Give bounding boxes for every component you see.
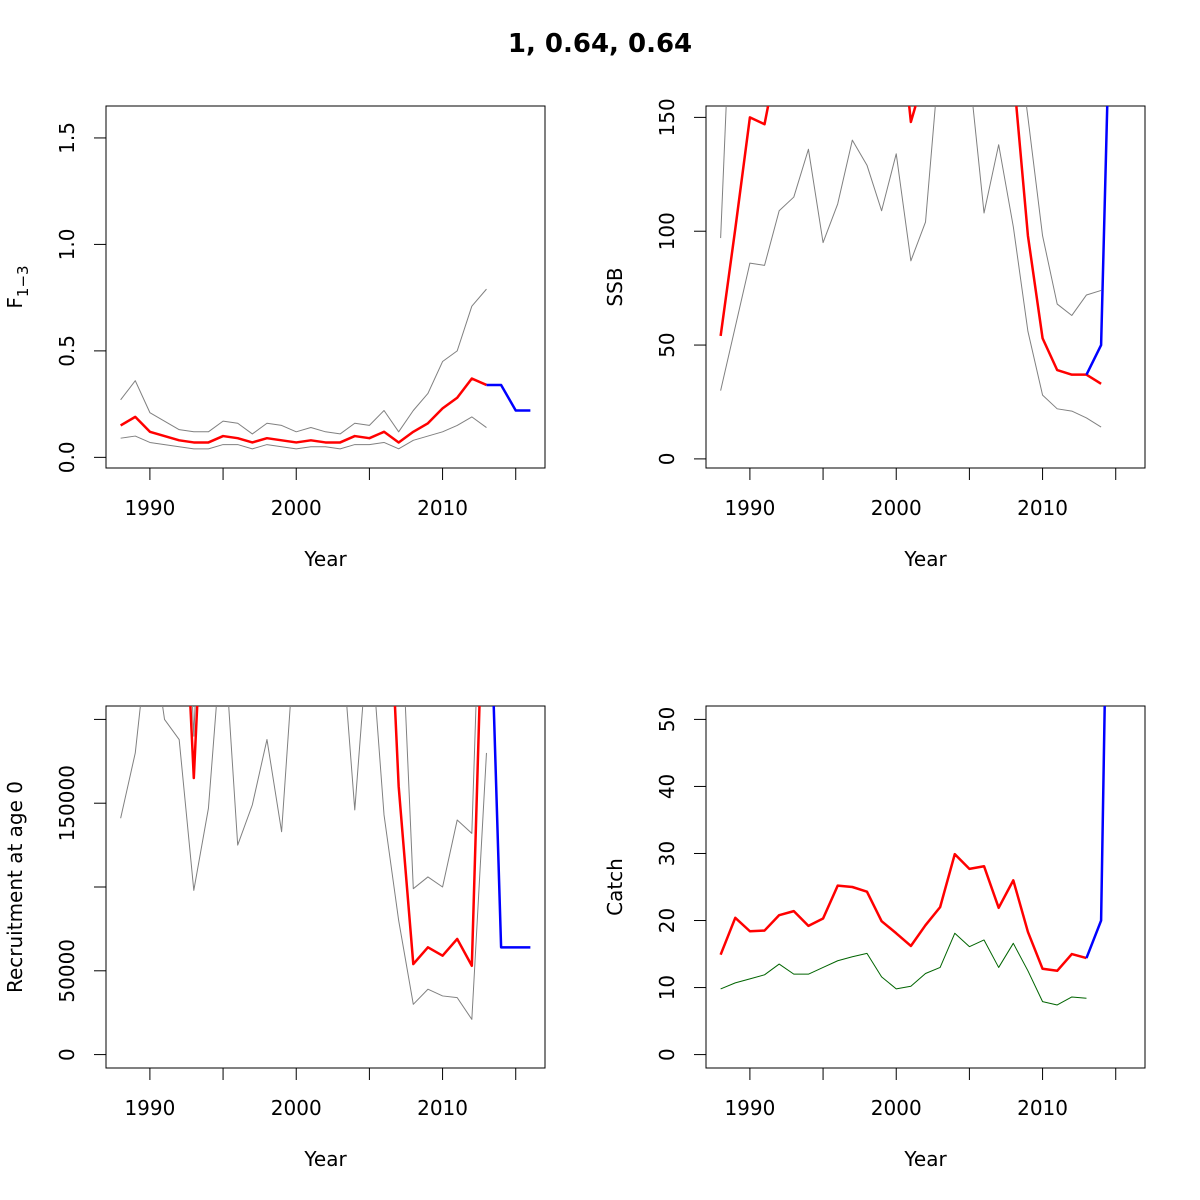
series-line-lower [120,706,487,1020]
x-axis: 1990 2000 2010 [124,1067,517,1120]
series-line-estimate [189,706,481,968]
y-tick-label: 0 [55,1048,79,1061]
y-tick-label: 30 [655,841,679,866]
x-tick-label: 1990 [124,496,175,520]
y-axis-title: Catch [603,858,627,916]
series-line-estimate [719,852,1087,973]
y-tick-label: 10 [655,975,679,1000]
series-line-lower [720,106,1102,428]
y-tick-label: 0 [655,1048,679,1061]
y-axis-title: Recruitment at age 0 [3,781,27,993]
series-group [719,706,1106,1006]
y-axis-title-subscript: 1−3 [14,265,32,297]
x-axis-title: Year [903,547,947,571]
series-line-projection [486,383,531,412]
y-tick-label: 0.5 [55,335,79,367]
y-tick-label: 0 [655,453,679,466]
x-tick-label: 1990 [724,1096,775,1120]
y-axis: 0 50 100 150 [655,98,707,466]
panel-catch: 1990 2000 2010 0 10 20 30 40 50 Year Catch [603,705,1146,1171]
series-line-projection [1085,106,1109,376]
y-tick-label: 50000 [55,939,79,1003]
y-tick-label: 40 [655,774,679,799]
x-tick-label: 1990 [124,1096,175,1120]
x-axis-title: Year [903,1147,947,1171]
plot-frame [705,705,1146,1069]
series-line-estimate [120,377,487,444]
x-tick-label: 2000 [871,496,922,520]
series-line-upper [720,106,1102,316]
y-tick-label: 150 [655,98,679,136]
series-line-lower [120,416,487,450]
x-tick-label: 2010 [417,1096,468,1120]
series-group [719,106,1109,428]
plot-frame [105,105,546,469]
series-line-projection [492,706,531,949]
series-group [120,706,531,1020]
series-line-upper [192,706,477,890]
y-axis-title: F1−3 [3,265,32,308]
x-axis: 1990 2000 2010 [724,1067,1117,1120]
x-axis: 1990 2000 2010 [724,467,1117,520]
x-axis-title: Year [303,547,347,571]
x-tick-label: 2000 [871,1096,922,1120]
panel-ssb: 1990 2000 2010 0 50 100 150 Year SSB [603,98,1146,571]
x-axis-title: Year [303,1147,347,1171]
series-group [120,288,531,450]
series-line-projection [1085,706,1106,959]
y-tick-label: 1.5 [55,122,79,154]
x-tick-label: 2010 [417,496,468,520]
x-tick-label: 2000 [271,1096,322,1120]
panel-recruitment: 1990 2000 2010 0 50000 150000 Year Recruitment … [3,705,546,1171]
y-tick-label: 1.0 [55,229,79,261]
y-tick-label: 0.0 [55,441,79,473]
y-tick-label: 50 [655,707,679,732]
plot-frame [705,105,1146,469]
x-axis: 1990 2000 2010 [124,467,517,520]
figure-title: 1, 0.64, 0.64 [508,29,692,59]
y-axis: 0.0 0.5 1.0 1.5 [55,122,107,473]
x-tick-label: 2010 [1017,496,1068,520]
series-line-upper [120,288,487,435]
y-axis-title-main: F [3,297,27,309]
y-axis: 0 50000 150000 [55,718,107,1061]
y-tick-label: 50 [655,332,679,357]
y-axis-title: SSB [603,267,627,306]
y-tick-label: 20 [655,908,679,933]
x-tick-label: 1990 [724,496,775,520]
y-axis: 0 10 20 30 40 50 [655,707,707,1061]
panel-f13: 1990 2000 2010 0.0 0.5 1.0 1.5 Year F1−3 [3,105,546,571]
x-tick-label: 2000 [271,496,322,520]
series-line-estimate [719,106,1102,385]
y-tick-label: 150000 [55,765,79,841]
y-tick-label: 100 [655,212,679,250]
x-tick-label: 2010 [1017,1096,1068,1120]
series-line-observed [720,932,1087,1006]
